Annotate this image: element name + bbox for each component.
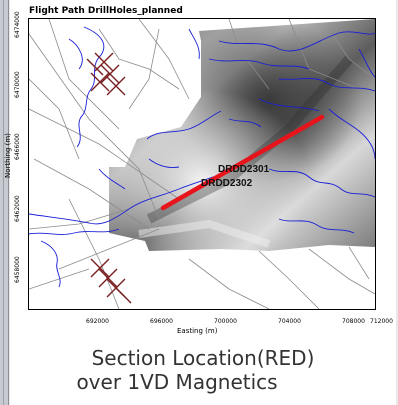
x-tick: 704000 — [278, 318, 301, 325]
map-canvas: DRDD2301 DRDD2302 — [29, 19, 375, 309]
map-title: Flight Path DrillHoles_planned — [29, 6, 183, 16]
caption-line-1: Section Location(RED) — [4, 346, 398, 371]
hole-label-drdd2302: DRDD2302 — [201, 178, 253, 189]
y-tick: 6470000 — [14, 71, 21, 98]
x-tick: 692000 — [86, 318, 109, 325]
x-tick: 708000 — [342, 318, 365, 325]
y-tick: 6462000 — [14, 195, 21, 222]
y-tick: 6466000 — [14, 133, 21, 160]
x-tick: 700000 — [214, 318, 237, 325]
y-axis-label: Northing (m) — [4, 133, 12, 178]
hole-label-drdd2301: DRDD2301 — [218, 164, 270, 175]
window-border — [0, 0, 9, 405]
caption-line-2: over 1VD Magnetics — [0, 370, 376, 395]
magnetics-raster — [109, 19, 375, 251]
y-tick: 6458000 — [14, 256, 21, 283]
x-tick: 696000 — [150, 318, 173, 325]
map-frame: DRDD2301 DRDD2302 — [28, 18, 376, 310]
x-tick: 712000 — [370, 318, 393, 325]
y-tick: 6474000 — [14, 11, 21, 38]
drill-marks-south — [91, 259, 131, 303]
x-axis-label: Easting (m) — [177, 327, 217, 335]
